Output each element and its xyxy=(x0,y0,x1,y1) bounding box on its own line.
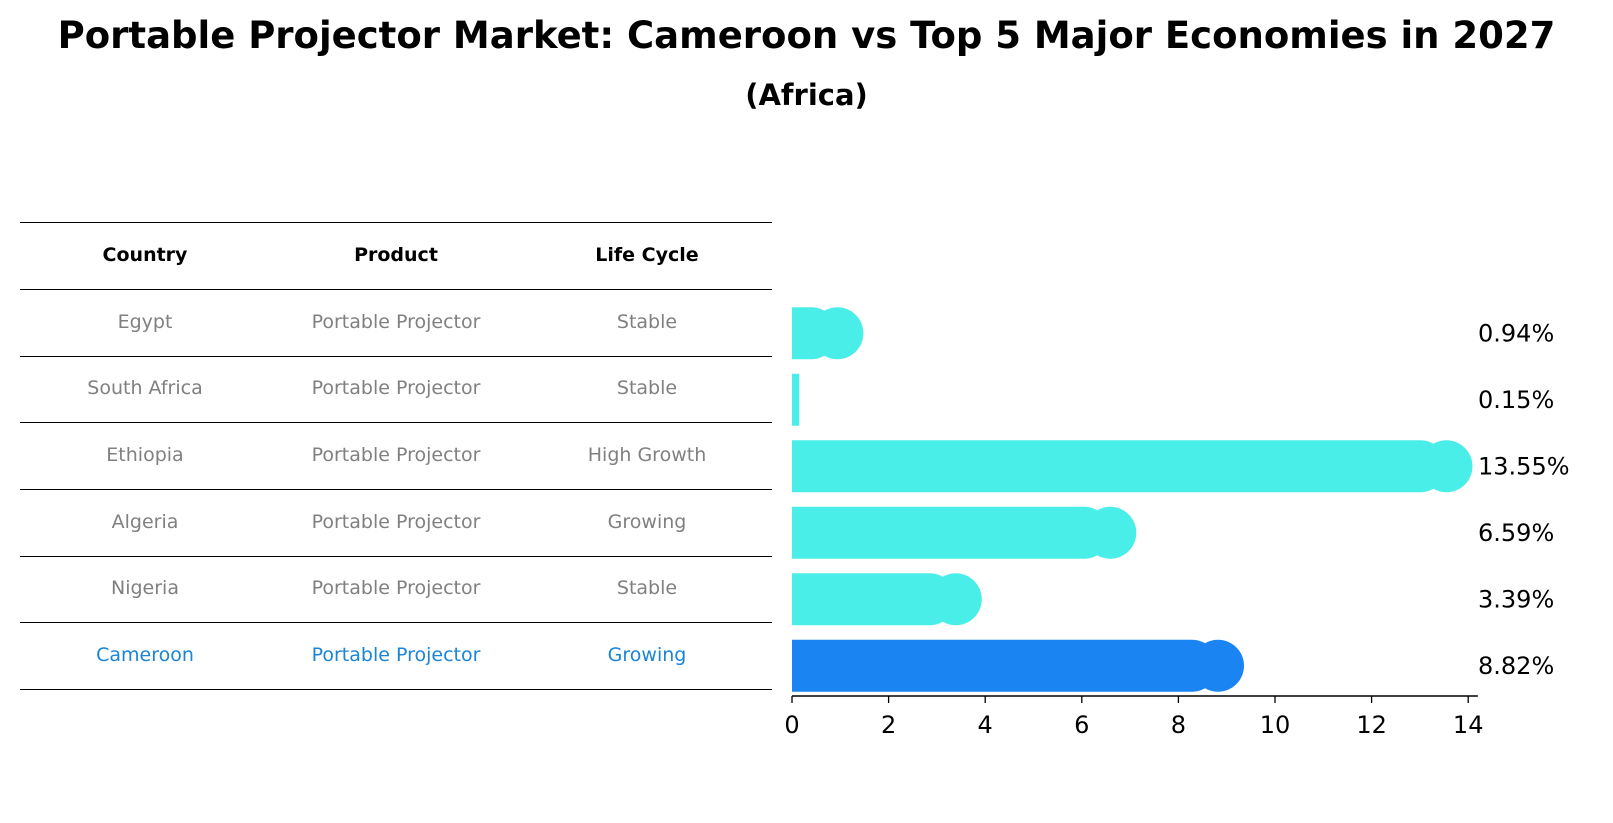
bar-cap xyxy=(929,573,982,626)
table-rule xyxy=(20,622,772,623)
table-rule xyxy=(20,422,772,423)
bar xyxy=(792,506,1111,559)
bar xyxy=(792,573,956,626)
cell-country: Algeria xyxy=(111,511,179,533)
cell-country: Egypt xyxy=(117,311,173,333)
cell-country: South Africa xyxy=(87,377,203,399)
table-rule xyxy=(20,356,772,357)
x-tick-label: 12 xyxy=(1356,711,1387,739)
chart-subtitle: (Africa) xyxy=(745,78,868,112)
cell-life-cycle: Growing xyxy=(607,511,687,533)
cell-life-cycle: Stable xyxy=(616,311,678,333)
x-tick-label: 6 xyxy=(1074,711,1089,739)
bar-highlight xyxy=(792,639,1219,692)
cell-life-cycle: High Growth xyxy=(587,444,707,466)
bar-cap xyxy=(1420,440,1473,493)
x-tick-label: 14 xyxy=(1453,711,1484,739)
table-rule xyxy=(20,689,772,690)
bar xyxy=(792,440,1447,493)
cell-life-cycle: Stable xyxy=(616,377,678,399)
cell-product: Portable Projector xyxy=(311,444,481,466)
bar-cap-highlight xyxy=(1192,639,1245,692)
x-tick-label: 0 xyxy=(784,711,799,739)
value-label: 0.94% xyxy=(1478,319,1554,347)
table-rule xyxy=(20,556,772,557)
bar-cap xyxy=(811,307,864,360)
header-product: Product xyxy=(354,244,438,266)
x-tick-label: 10 xyxy=(1260,711,1291,739)
value-label: 8.82% xyxy=(1478,652,1554,680)
chart-title: Portable Projector Market: Cameroon vs T… xyxy=(57,14,1556,57)
table-rule xyxy=(20,222,772,223)
cell-country-highlight: Cameroon xyxy=(96,644,194,666)
x-tick-label: 4 xyxy=(978,711,993,739)
bar xyxy=(792,373,800,426)
cell-life-cycle-highlight: Growing xyxy=(607,644,687,666)
value-label: 3.39% xyxy=(1478,585,1554,613)
table-rule xyxy=(20,489,772,490)
cell-product-highlight: Portable Projector xyxy=(311,644,481,666)
header-life-cycle: Life Cycle xyxy=(595,244,699,266)
header-country: Country xyxy=(102,244,188,266)
cell-product: Portable Projector xyxy=(311,577,481,599)
table-rule xyxy=(20,289,772,290)
value-label: 6.59% xyxy=(1478,519,1554,547)
cell-product: Portable Projector xyxy=(311,311,481,333)
cell-life-cycle: Stable xyxy=(616,577,678,599)
cell-country: Ethiopia xyxy=(106,444,184,466)
x-tick-label: 8 xyxy=(1171,711,1186,739)
bar-cap xyxy=(1084,506,1137,559)
cell-product: Portable Projector xyxy=(311,377,481,399)
x-tick-label: 2 xyxy=(881,711,896,739)
cell-country: Nigeria xyxy=(111,577,179,599)
value-label: 13.55% xyxy=(1478,452,1570,480)
cell-product: Portable Projector xyxy=(311,511,481,533)
value-label: 0.15% xyxy=(1478,386,1554,414)
